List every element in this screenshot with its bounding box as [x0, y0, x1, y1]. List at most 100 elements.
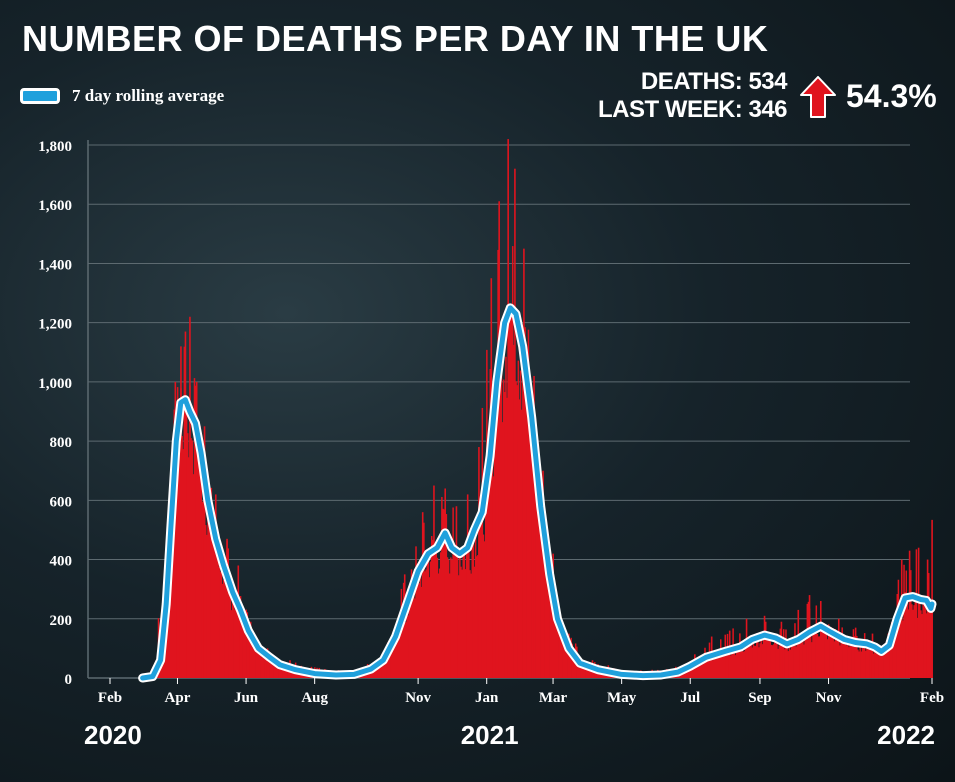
daily-death-bar — [775, 643, 777, 678]
change-percent: 54.3% — [846, 78, 937, 114]
daily-death-bar — [371, 669, 373, 678]
daily-death-bar — [255, 642, 258, 678]
daily-peak-bar — [533, 375, 535, 678]
daily-death-bar — [388, 647, 390, 678]
daily-death-bar — [177, 437, 180, 678]
daily-death-bar — [171, 540, 173, 678]
daily-death-bar — [883, 651, 885, 678]
daily-death-bar — [569, 655, 571, 678]
daily-death-bar — [698, 662, 701, 678]
daily-death-bar — [755, 633, 758, 678]
daily-death-bar — [903, 564, 905, 678]
y-tick-label: 0 — [65, 672, 73, 688]
daily-death-bar — [543, 517, 545, 678]
daily-death-bar — [235, 605, 237, 678]
daily-death-bar — [925, 613, 928, 678]
daily-death-bar — [844, 638, 847, 678]
daily-death-bar — [457, 575, 460, 678]
daily-death-bar — [812, 634, 814, 678]
daily-death-bar — [448, 573, 451, 678]
daily-death-bar — [218, 567, 220, 678]
daily-death-bar — [284, 667, 287, 678]
daily-death-bar — [800, 632, 803, 678]
daily-death-bar — [197, 430, 199, 678]
daily-peak-bar — [926, 559, 929, 678]
y-tick-label: 200 — [50, 613, 73, 629]
x-tick-label: Jun — [234, 690, 259, 706]
daily-death-bar — [504, 391, 506, 678]
daily-death-bar — [200, 443, 202, 678]
daily-death-bar — [536, 484, 539, 678]
daily-death-bar — [281, 668, 283, 678]
daily-death-bar — [928, 573, 930, 678]
daily-death-bar — [263, 658, 265, 678]
year-label: 2022 — [877, 720, 935, 750]
daily-death-bar — [167, 586, 170, 678]
daily-death-bar — [818, 636, 821, 678]
daily-death-bar — [274, 662, 277, 678]
daily-death-bar — [899, 605, 902, 678]
daily-death-bar — [511, 246, 514, 678]
daily-death-bar — [894, 622, 896, 678]
daily-death-bar — [496, 416, 498, 678]
daily-death-bar — [431, 536, 433, 678]
daily-peak-bar — [403, 574, 406, 678]
daily-death-bar — [767, 632, 769, 678]
daily-death-bar — [190, 438, 192, 678]
daily-death-bar — [816, 633, 819, 678]
daily-death-bar — [794, 623, 796, 678]
daily-death-bar — [913, 605, 915, 678]
daily-death-bar — [589, 669, 592, 678]
daily-death-bar — [392, 645, 395, 678]
y-tick-label: 1,400 — [38, 257, 72, 273]
daily-death-bar — [842, 634, 845, 678]
daily-death-bar — [415, 546, 417, 678]
daily-death-bar — [211, 530, 214, 678]
daily-death-bar — [509, 311, 512, 678]
daily-death-bar — [469, 570, 471, 678]
daily-death-bar — [283, 668, 286, 678]
daily-death-bar — [262, 657, 264, 678]
daily-death-bar — [595, 670, 597, 678]
daily-death-bar — [825, 626, 828, 678]
daily-death-bar — [405, 622, 407, 678]
daily-death-bar — [181, 436, 183, 678]
daily-death-bar — [824, 624, 827, 678]
daily-death-bar — [379, 663, 381, 678]
daily-death-bar — [446, 557, 449, 678]
daily-death-bar — [695, 665, 697, 678]
daily-death-bar — [477, 555, 479, 678]
x-tick-label: Sep — [748, 690, 771, 706]
daily-death-bar — [762, 640, 765, 678]
daily-death-bar — [869, 645, 872, 678]
daily-death-bar — [186, 433, 189, 678]
daily-peak-bar — [444, 488, 446, 678]
daily-death-bar — [791, 640, 794, 678]
daily-death-bar — [555, 615, 558, 678]
daily-death-bar — [693, 666, 695, 678]
daily-death-bar — [769, 641, 771, 678]
daily-death-bar — [823, 623, 825, 678]
daily-death-bar — [408, 591, 411, 678]
daily-death-bar — [722, 651, 724, 678]
daily-death-bar — [892, 641, 894, 678]
daily-death-bar — [835, 640, 838, 678]
daily-death-bar — [870, 646, 873, 678]
daily-death-bar — [757, 635, 759, 678]
daily-death-bar — [500, 325, 503, 678]
daily-death-bar — [374, 667, 377, 678]
x-tick-label: Apr — [165, 690, 191, 706]
daily-death-bar — [240, 618, 243, 678]
daily-death-bar — [462, 553, 464, 678]
daily-death-bar — [766, 636, 768, 678]
daily-death-bar — [840, 633, 842, 678]
daily-death-bar — [907, 609, 910, 678]
daily-death-bar — [736, 651, 739, 678]
daily-death-bar — [564, 635, 567, 678]
daily-peak-bar — [215, 494, 217, 678]
daily-death-bar — [454, 551, 457, 678]
daily-death-bar — [535, 456, 538, 678]
daily-death-bar — [386, 659, 388, 678]
daily-death-bar — [831, 635, 833, 678]
